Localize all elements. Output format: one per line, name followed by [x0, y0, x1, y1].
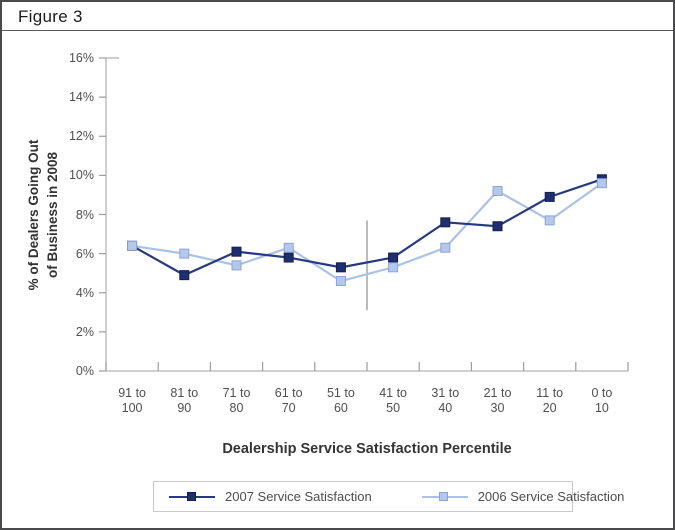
legend-label-2006: 2006 Service Satisfaction — [477, 489, 625, 504]
x-tick-label: 11 to 20 — [536, 386, 564, 415]
y-tick-label: 4% — [75, 285, 94, 300]
y-tick-label: 8% — [75, 207, 94, 222]
legend-marker-2006-icon — [439, 492, 449, 501]
y-tick-label: 2% — [75, 324, 94, 339]
x-tick-label: 71 to 80 — [222, 386, 251, 415]
y-tick-label: 14% — [68, 90, 94, 105]
x-tick-label: 61 to 70 — [274, 386, 303, 415]
title-divider — [0, 30, 675, 31]
legend-swatch-2006 — [421, 492, 468, 501]
legend-item-2006: 2006 Service Satisfaction — [421, 489, 625, 504]
legend-item-2007: 2007 Service Satisfaction — [169, 489, 372, 504]
x-axis-title: Dealership Service Satisfaction Percenti… — [222, 441, 512, 457]
x-tick-label: 41 to 50 — [379, 386, 407, 415]
x-tick-label: 21 to 30 — [483, 386, 512, 415]
y-tick-label: 16% — [68, 51, 94, 65]
x-tick-label: 31 to 40 — [431, 386, 460, 415]
chart-legend: 2007 Service Satisfaction 2006 Service S… — [153, 481, 624, 512]
x-tick-label: 0 to 10 — [591, 386, 613, 415]
x-tick-label: 51 to 60 — [326, 386, 355, 415]
legend-swatch-2007 — [169, 492, 215, 501]
x-tick-label: 91 to 100 — [118, 386, 146, 415]
legend-label-2007: 2007 Service Satisfaction — [225, 489, 372, 504]
y-tick-label: 12% — [68, 129, 94, 144]
y-tick-label: 6% — [75, 246, 94, 261]
legend-marker-2007-icon — [186, 492, 196, 501]
y-tick-label: 0% — [75, 364, 94, 378]
x-tick-label: 81 to 90 — [170, 386, 199, 415]
figure-title: Figure 3 — [18, 7, 83, 26]
y-tick-label: 10% — [68, 168, 94, 183]
